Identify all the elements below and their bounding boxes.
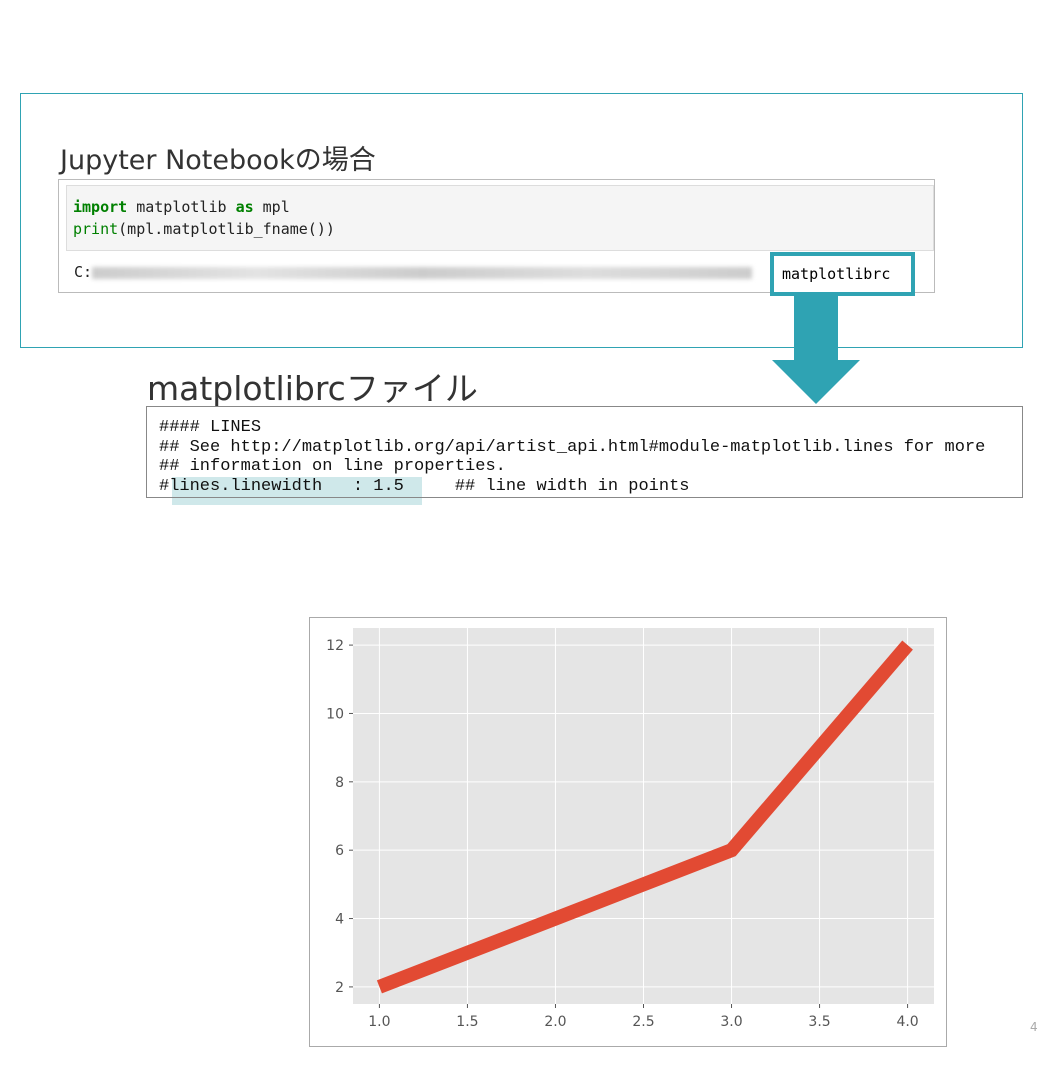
x-tick-label: 1.0	[368, 1014, 390, 1030]
x-tick-label: 2.5	[632, 1014, 654, 1030]
y-tick-label: 2	[335, 980, 344, 996]
highlight-text: matplotlibrc	[782, 265, 891, 283]
rc-line: ## information on line properties.	[159, 457, 506, 476]
chart-frame: 1.0 1.5 2.0 2.5 3.0 3.5 4.0 2 4 6 8 10 12	[309, 617, 947, 1047]
cell-output: C:	[74, 263, 753, 281]
rcfile-content: #### LINES ## See http://matplotlib.org/a…	[146, 406, 1023, 498]
x-tick-label: 2.0	[544, 1014, 566, 1030]
builtin: print	[73, 220, 119, 238]
down-arrow-icon	[772, 296, 860, 404]
keyword: import	[73, 198, 128, 216]
comment-hash: #	[159, 476, 170, 496]
data-line	[376, 640, 913, 994]
code-text: (mpl.matplotlib_fname())	[118, 220, 335, 238]
notebook-heading: Jupyter Notebookの場合	[60, 145, 376, 176]
blurred-path	[92, 266, 753, 279]
x-tick-label: 1.5	[456, 1014, 478, 1030]
x-tick-label: 4.0	[896, 1014, 918, 1030]
output-highlight: matplotlibrc	[770, 252, 915, 296]
linewidth-setting: lines.linewidth : 1.5	[169, 476, 404, 496]
x-tick-label: 3.5	[808, 1014, 830, 1030]
code-text: mpl	[253, 198, 290, 216]
notebook-panel	[20, 93, 1023, 348]
y-tick-label: 4	[335, 912, 344, 928]
y-tick-label: 6	[335, 843, 344, 859]
y-tick-label: 10	[326, 706, 344, 722]
output-prefix: C:	[74, 263, 93, 281]
setting-highlight	[172, 477, 422, 505]
page-number: 4	[1030, 1020, 1038, 1034]
rc-line: #lines.linewidth : 1.5 ## line width in …	[159, 477, 1022, 497]
rc-line: #### LINES	[159, 418, 262, 437]
rc-line: ## See http://matplotlib.org/api/artist_…	[159, 437, 986, 457]
y-tick-label: 12	[326, 638, 344, 654]
x-tick-label: 3.0	[720, 1014, 742, 1030]
y-tick-label: 8	[335, 775, 344, 791]
rc-comment: ## line width in points	[403, 476, 690, 496]
code-input[interactable]: import matplotlib as mpl print(mpl.matpl…	[66, 185, 934, 251]
rcfile-heading: matplotlibrcファイル	[147, 369, 478, 408]
keyword: as	[235, 198, 254, 216]
line-chart: 1.0 1.5 2.0 2.5 3.0 3.5 4.0 2 4 6 8 10 12	[326, 628, 934, 1030]
code-text: matplotlib	[127, 198, 236, 216]
